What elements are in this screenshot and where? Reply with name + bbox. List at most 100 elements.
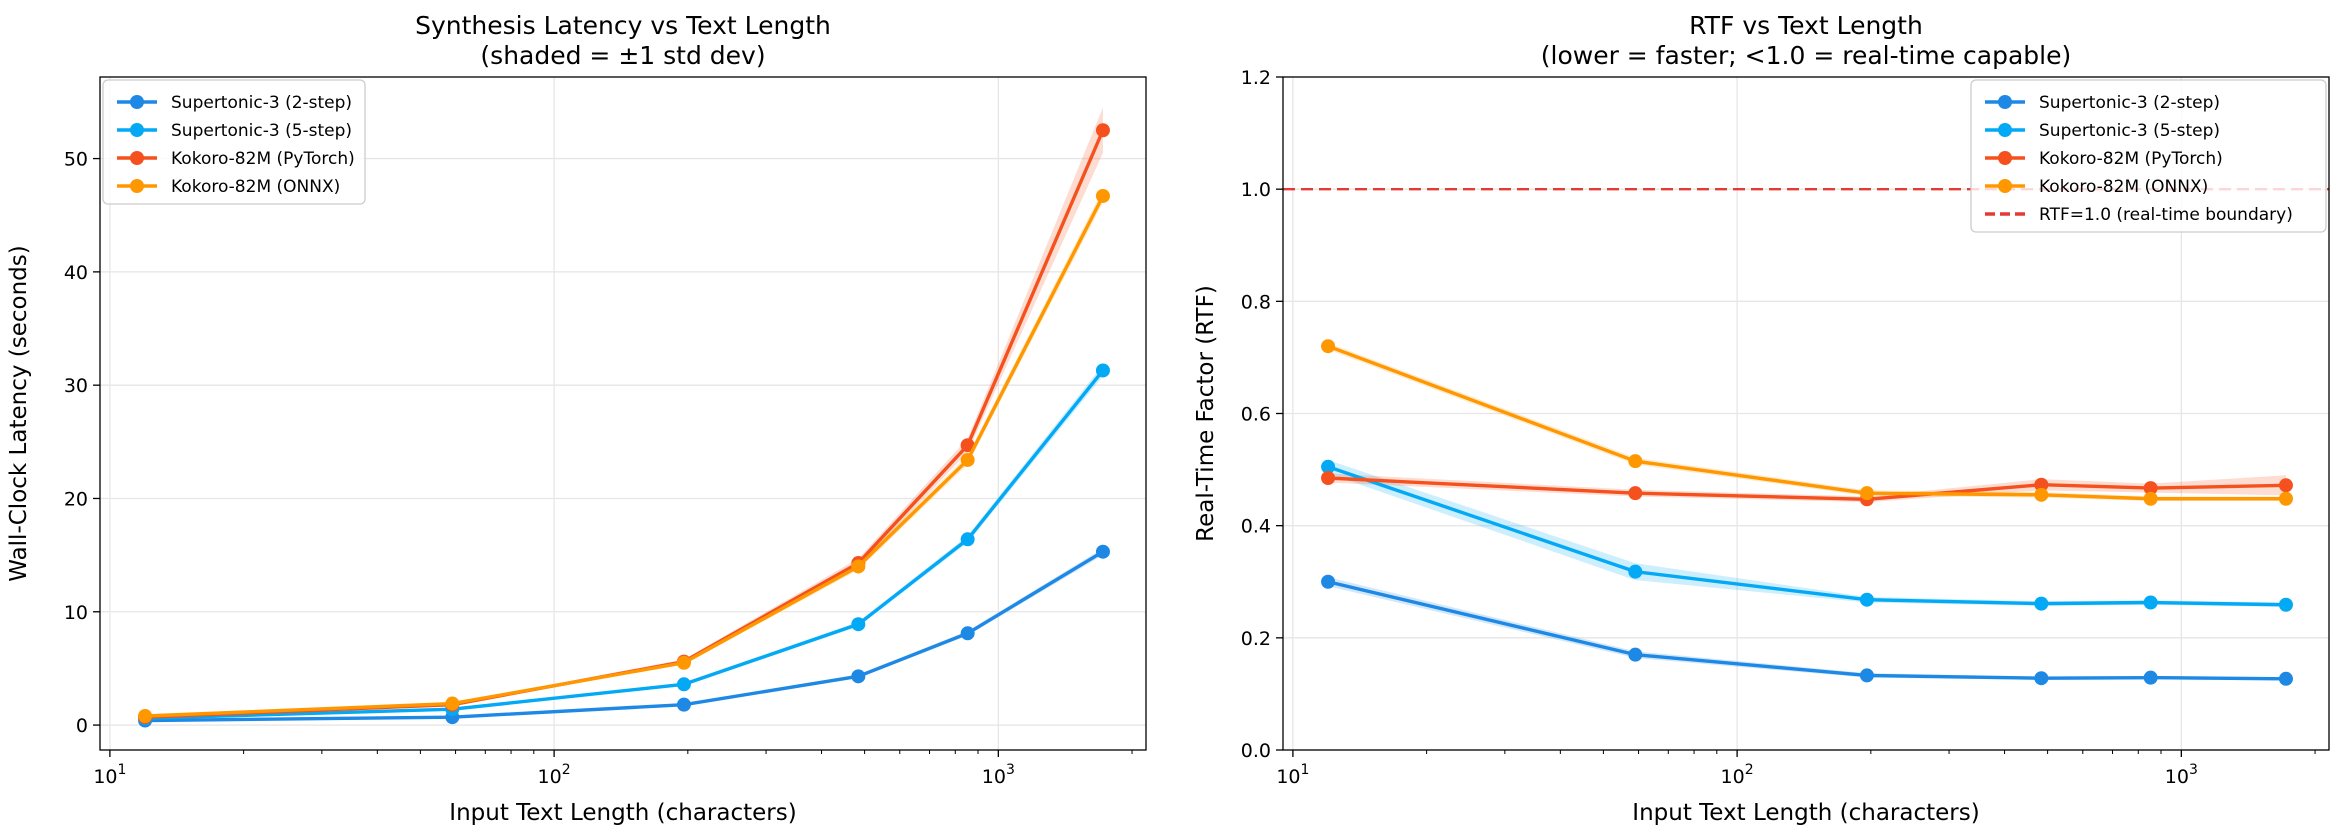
legend-marker: [1998, 95, 2012, 109]
std-band: [145, 548, 1103, 722]
chart-subtitle: (lower = faster; <1.0 = real-time capabl…: [1541, 41, 2072, 70]
series-line: [1327, 344, 2286, 501]
x-tick-label: 101: [93, 762, 126, 788]
x-tick-label: 102: [1721, 762, 1754, 788]
data-point: [445, 696, 460, 711]
data-point: [851, 669, 866, 684]
data-point: [676, 677, 691, 692]
y-tick-label: 0.6: [1241, 404, 1271, 426]
legend-item: Kokoro-82M (ONNX): [117, 177, 340, 197]
legend-item: Supertonic-3 (2-step): [117, 93, 352, 113]
legend-marker: [130, 95, 144, 109]
data-point: [2278, 597, 2293, 612]
series-line: [145, 369, 1105, 720]
data-point: [851, 559, 866, 574]
legend-label: Supertonic-3 (2-step): [2039, 93, 2220, 113]
chart-title: RTF vs Text Length: [1689, 11, 1923, 40]
data-point: [960, 626, 975, 641]
data-point: [1628, 454, 1643, 469]
data-point: [1095, 363, 1110, 378]
data-point: [2034, 487, 2049, 502]
data-point: [676, 697, 691, 712]
legend-item: Supertonic-3 (5-step): [1985, 121, 2220, 141]
legend-label: RTF=1.0 (real-time boundary): [2039, 205, 2293, 225]
data-point: [2143, 481, 2158, 496]
legend-item: Kokoro-82M (PyTorch): [1985, 149, 2223, 169]
y-tick-label: 0.4: [1241, 516, 1271, 538]
data-point: [2278, 671, 2293, 686]
data-point: [1095, 123, 1110, 138]
legend: Supertonic-3 (2-step) Supertonic-3 (5-ste…: [1970, 79, 2327, 233]
data-point: [2034, 671, 2049, 686]
y-tick-label: 0.0: [1241, 740, 1271, 762]
y-axis-label: Wall-Clock Latency (seconds): [6, 245, 32, 581]
data-point: [851, 617, 866, 632]
series-line: [145, 550, 1104, 723]
legend-item: Kokoro-82M (PyTorch): [117, 149, 355, 169]
legend-label: Kokoro-82M (PyTorch): [2039, 149, 2223, 169]
legend-marker: [1998, 123, 2012, 137]
data-point: [1628, 564, 1643, 579]
data-point: [2143, 491, 2158, 506]
legend-label: Supertonic-3 (2-step): [171, 93, 352, 113]
data-point: [1321, 459, 1336, 474]
series-line: [1327, 580, 2286, 681]
plot-frame: [99, 76, 1147, 751]
y-tick-label: 30: [64, 375, 88, 397]
legend-marker: [130, 179, 144, 193]
data-point: [138, 709, 153, 724]
data-point: [960, 532, 975, 547]
data-point: [1095, 544, 1110, 559]
y-tick-label: 0.2: [1241, 628, 1271, 650]
data-point: [2278, 478, 2293, 493]
y-tick-label: 10: [64, 602, 88, 624]
data-point: [2034, 596, 2049, 611]
x-axis-label: Input Text Length (characters): [1632, 800, 1979, 826]
legend-box: [102, 79, 366, 205]
chart-title: Synthesis Latency vs Text Length: [415, 11, 831, 40]
legend-label: Kokoro-82M (ONNX): [2039, 177, 2208, 197]
legend-marker: [1998, 151, 2012, 165]
std-band: [1328, 342, 2286, 501]
data-point: [1321, 339, 1336, 354]
data-point: [1859, 486, 1874, 501]
data-point: [1628, 647, 1643, 662]
y-tick-label: 1.0: [1241, 179, 1271, 201]
legend-marker: [130, 123, 144, 137]
legend-marker: [130, 151, 144, 165]
y-tick-label: 0.8: [1241, 291, 1271, 313]
legend-label: Supertonic-3 (5-step): [171, 121, 352, 141]
y-tick-label: 50: [64, 149, 88, 171]
chart-panel-2: 101 102 103 0.0 0.2 0.4 0.6 0.8 1.0 1.2 RTF vs Tex…: [1193, 11, 2330, 826]
legend-label: Kokoro-82M (PyTorch): [171, 149, 355, 169]
legend-marker: [1998, 179, 2012, 193]
data-point: [2143, 595, 2158, 610]
x-axis-label: Input Text Length (characters): [449, 800, 796, 826]
series-line: [1327, 465, 2286, 607]
data-point: [1321, 470, 1336, 485]
data-point: [676, 655, 691, 670]
data-point: [2278, 491, 2293, 506]
data-point: [1628, 486, 1643, 501]
x-tick-label: 103: [2165, 762, 2198, 788]
legend-label: Supertonic-3 (5-step): [2039, 121, 2220, 141]
legend-item: Kokoro-82M (ONNX): [1985, 177, 2208, 197]
data-point: [960, 438, 975, 453]
legend-item: RTF=1.0 (real-time boundary): [1985, 205, 2293, 225]
x-tick-label: 103: [982, 762, 1015, 788]
data-point: [960, 452, 975, 467]
data-point: [1321, 574, 1336, 589]
y-axis-label: Real-Time Factor (RTF): [1193, 285, 1219, 542]
y-tick-label: 0: [76, 715, 88, 737]
data-point: [1095, 188, 1110, 203]
legend-box: [1970, 79, 2327, 233]
data-point: [1859, 668, 1874, 683]
data-point: [2143, 670, 2158, 685]
chart-subtitle: (shaded = ±1 std dev): [480, 41, 765, 70]
chart-panel-1: 101 102 103 0 10 20 30 40 50 Synthesis Latency vs…: [6, 11, 1147, 826]
y-tick-label: 1.2: [1241, 67, 1271, 89]
legend-item: Supertonic-3 (2-step): [1985, 93, 2220, 113]
legend: Supertonic-3 (2-step) Supertonic-3 (5-ste…: [102, 79, 366, 205]
